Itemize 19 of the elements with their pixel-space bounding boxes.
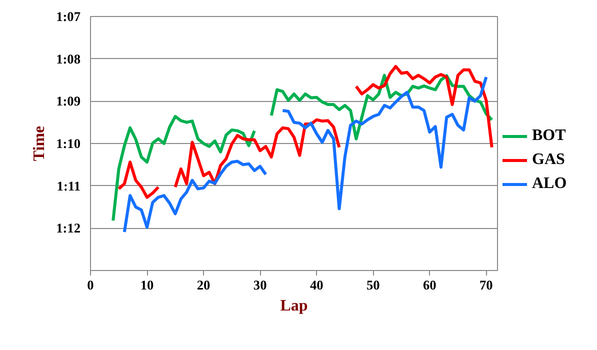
y-tick-label: 1:10 bbox=[56, 136, 81, 151]
y-tick-label: 1:07 bbox=[56, 9, 81, 24]
y-axis-title: Time bbox=[31, 126, 48, 162]
y-tick-label: 1:11 bbox=[56, 178, 81, 194]
x-tick-label: 40 bbox=[310, 278, 324, 292]
x-tick-label: 10 bbox=[140, 278, 154, 292]
legend-label: BOT bbox=[532, 126, 566, 144]
x-axis-title: Lap bbox=[280, 298, 308, 314]
legend-label: GAS bbox=[532, 150, 565, 168]
y-tick-label: 1:12 bbox=[56, 220, 81, 236]
y-tick-label: 1:09 bbox=[56, 94, 81, 109]
x-tick-label: 50 bbox=[366, 278, 380, 292]
x-tick-label: 0 bbox=[87, 278, 94, 292]
x-tick-label: 20 bbox=[196, 278, 211, 292]
x-tick-label: 60 bbox=[423, 278, 437, 292]
legend-label: ALO bbox=[532, 174, 567, 192]
y-tick-label: 1:08 bbox=[56, 51, 81, 66]
x-tick-label: 30 bbox=[253, 278, 268, 292]
x-tick-label: 70 bbox=[480, 278, 494, 292]
